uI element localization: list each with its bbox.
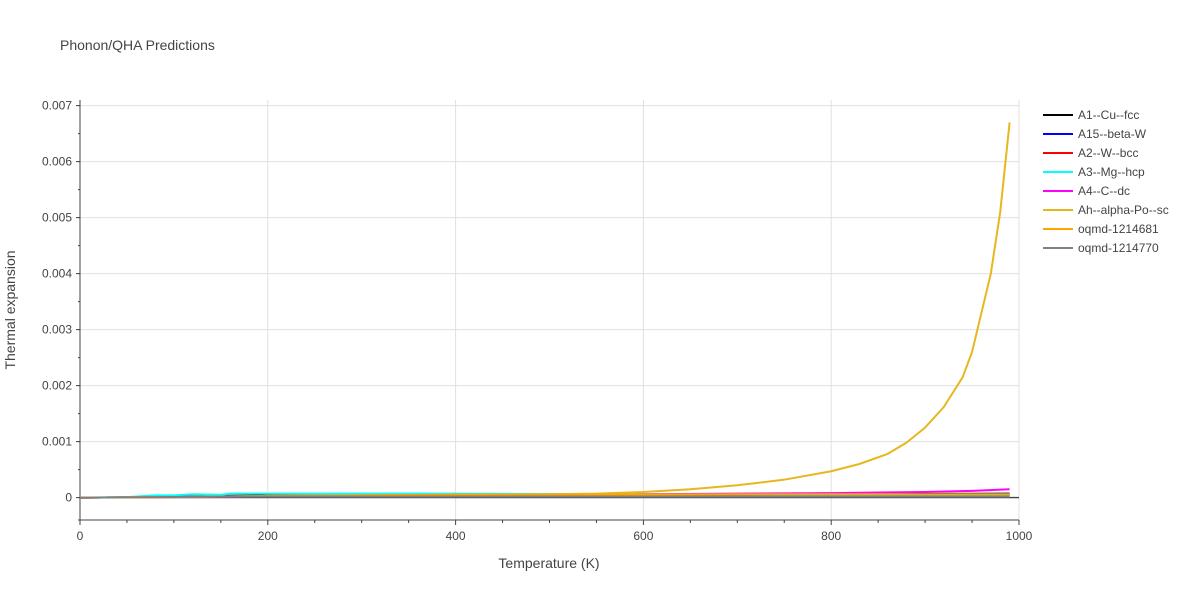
- series-line-oqmd-1214770[interactable]: [79, 495, 1010, 499]
- legend-label: A4--C--dc: [1078, 184, 1130, 198]
- legend-item[interactable]: oqmd-1214770: [1043, 241, 1159, 255]
- chart-title: Phonon/QHA Predictions: [60, 37, 215, 53]
- x-tick-label: 400: [446, 529, 466, 543]
- legend-label: A3--Mg--hcp: [1078, 165, 1145, 179]
- legend-item[interactable]: A15--beta-W: [1043, 127, 1147, 141]
- legend-item[interactable]: A1--Cu--fcc: [1043, 108, 1139, 122]
- axes-layer: 0 200 400 600 800 1000 0 0.001 0.002 0.003 0.004 0.…: [42, 99, 1033, 543]
- legend-label: Ah--alpha-Po--sc: [1078, 203, 1169, 217]
- legend-label: oqmd-1214681: [1078, 222, 1159, 236]
- legend-label: A2--W--bcc: [1078, 146, 1138, 160]
- y-tick-label: 0.004: [42, 267, 72, 281]
- x-tick-label: 1000: [1006, 529, 1033, 543]
- y-tick-label: 0.005: [42, 211, 72, 225]
- x-tick-label: 800: [821, 529, 841, 543]
- x-axis-title: Temperature (K): [498, 555, 599, 571]
- legend-item[interactable]: A4--C--dc: [1043, 184, 1130, 198]
- x-tick-label: 0: [77, 529, 84, 543]
- legend-item[interactable]: oqmd-1214681: [1043, 222, 1159, 236]
- legend-item[interactable]: Ah--alpha-Po--sc: [1043, 203, 1169, 217]
- legend: A1--Cu--fcc A15--beta-W A2--W--bcc A3--Mg--…: [1043, 108, 1169, 255]
- y-tick-label: 0.002: [42, 379, 72, 393]
- y-tick-label: 0.006: [42, 155, 72, 169]
- legend-item[interactable]: A2--W--bcc: [1043, 146, 1138, 160]
- x-tick-label: 200: [258, 529, 278, 543]
- y-axis-title: Thermal expansion: [2, 250, 18, 369]
- y-tick-label: 0.001: [42, 435, 72, 449]
- legend-label: A15--beta-W: [1078, 127, 1147, 141]
- legend-label: A1--Cu--fcc: [1078, 108, 1139, 122]
- y-tick-label: 0.003: [42, 323, 72, 337]
- y-tick-label: 0: [65, 491, 72, 505]
- y-tick-label: 0.007: [42, 99, 72, 113]
- x-tick-label: 600: [633, 529, 653, 543]
- legend-label: oqmd-1214770: [1078, 241, 1159, 255]
- series-layer: [79, 122, 1011, 499]
- legend-item[interactable]: A3--Mg--hcp: [1043, 165, 1145, 179]
